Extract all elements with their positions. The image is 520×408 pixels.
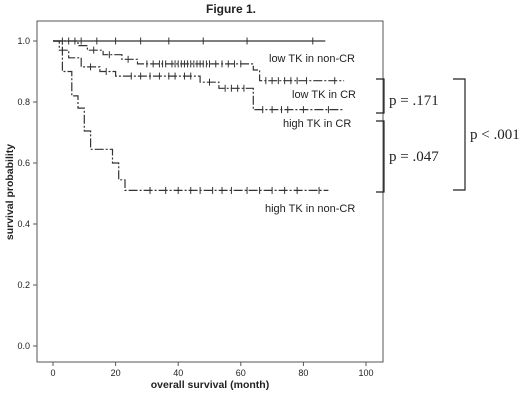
bracket-p001 <box>453 78 466 191</box>
axis-ticks: 0 20 40 60 80 100 0.0 0.2 0.4 0.6 0.8 1.0 <box>17 36 373 378</box>
p-value-label: p = .171 <box>389 93 439 109</box>
y-tick-label: 1.0 <box>17 36 30 46</box>
x-tick-label: 60 <box>236 368 246 378</box>
survival-curves <box>53 37 345 194</box>
chart-title: Figure 1. <box>206 2 256 16</box>
bracket-p047 <box>376 120 385 193</box>
series-label-low-tk-in-non-cr: low TK in non-CR <box>269 53 355 65</box>
y-tick-label: 0.8 <box>17 97 30 107</box>
x-tick-label: 80 <box>298 368 308 378</box>
plot-frame <box>36 20 384 363</box>
series-label-high-tk-in-non-cr: high TK in non-CR <box>265 203 355 215</box>
p-value-label: p < .001 <box>470 127 520 143</box>
bracket-p171 <box>376 78 385 114</box>
y-tick-label: 0.0 <box>17 341 30 351</box>
x-tick-label: 20 <box>111 368 121 378</box>
y-tick-label: 0.2 <box>17 280 30 290</box>
x-axis-label: overall survival (month) <box>151 379 269 391</box>
curve-high-tk-in-non-cr <box>53 40 329 191</box>
curve-low-tk-in-cr <box>53 40 345 82</box>
p-value-label: p = .047 <box>389 149 439 165</box>
y-tick-label: 0.4 <box>17 219 30 229</box>
series-label-low-tk-in-cr: low TK in CR <box>292 89 356 101</box>
y-tick-label: 0.6 <box>17 158 30 168</box>
p-value-brackets: p = .171 p = .047 p < .001 <box>376 78 520 193</box>
x-tick-label: 0 <box>50 368 55 378</box>
series-label-high-tk-in-cr: high TK in CR <box>283 118 351 130</box>
x-tick-label: 100 <box>358 368 373 378</box>
curve-high-tk-in-cr <box>53 40 345 111</box>
series-labels: low TK in non-CR low TK in CR high TK in C… <box>265 53 356 215</box>
y-axis-label: survival probability <box>4 144 16 240</box>
x-tick-label: 40 <box>173 368 183 378</box>
